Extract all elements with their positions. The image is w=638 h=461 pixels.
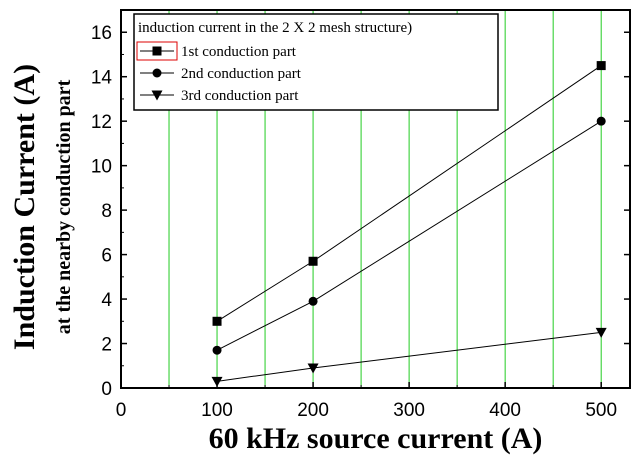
y-tick-label-2: 2 xyxy=(101,335,112,356)
y-tick-label-4: 4 xyxy=(101,290,112,311)
legend: induction current in the 2 X 2 mesh stru… xyxy=(133,13,499,111)
series-3-point-200 xyxy=(307,363,319,374)
y-axis-label: Induction Current (A) xyxy=(8,64,41,350)
y-tick-label-8: 8 xyxy=(101,201,112,222)
legend-box xyxy=(133,13,499,111)
series-1-point-200 xyxy=(308,256,318,266)
series-2-point-100 xyxy=(212,345,222,355)
x-tick-label-300: 300 xyxy=(393,400,425,421)
x-tick-label-200: 200 xyxy=(297,400,329,421)
x-tick-label-400: 400 xyxy=(489,400,521,421)
y-tick-label-0: 0 xyxy=(101,379,112,400)
series-2-point-200 xyxy=(308,296,318,306)
legend-selection-box xyxy=(136,41,178,61)
x-tick-label-0: 0 xyxy=(116,400,127,421)
legend-label-3: 3rd conduction part xyxy=(181,88,299,104)
axis-layer: 0 100 200 300 400 500 0 2 4 6 8 10 12 14 16 xyxy=(91,23,630,421)
series-3 xyxy=(211,327,607,387)
y-tick-label-16: 16 xyxy=(91,23,112,44)
series-1-point-100 xyxy=(212,316,222,326)
x-tick-label-100: 100 xyxy=(201,400,233,421)
y-tick-label-14: 14 xyxy=(91,68,113,89)
y-tick-label-6: 6 xyxy=(101,246,112,267)
legend-marker-3 xyxy=(151,90,163,101)
legend-label-1: 1st conduction part xyxy=(181,44,297,60)
series-3-point-100 xyxy=(211,376,223,387)
series-layer xyxy=(211,61,607,387)
series-2 xyxy=(212,116,606,355)
legend-label-2: 2nd conduction part xyxy=(181,66,302,82)
y-tick-label-10: 10 xyxy=(91,157,112,178)
x-axis-label: 60 kHz source current (A) xyxy=(209,422,543,455)
series-2-point-500 xyxy=(596,116,606,126)
x-tick-label-500: 500 xyxy=(585,400,617,421)
y-axis-sublabel: at the nearby conduction part xyxy=(53,79,75,334)
legend-marker-1 xyxy=(152,46,162,56)
legend-marker-2 xyxy=(152,68,162,78)
legend-title: induction current in the 2 X 2 mesh stru… xyxy=(138,20,412,36)
plot-frame xyxy=(120,9,631,389)
series-1 xyxy=(212,61,606,326)
series-3-point-500 xyxy=(595,327,607,338)
y-tick-label-12: 12 xyxy=(91,112,112,133)
series-1-point-500 xyxy=(596,61,606,71)
